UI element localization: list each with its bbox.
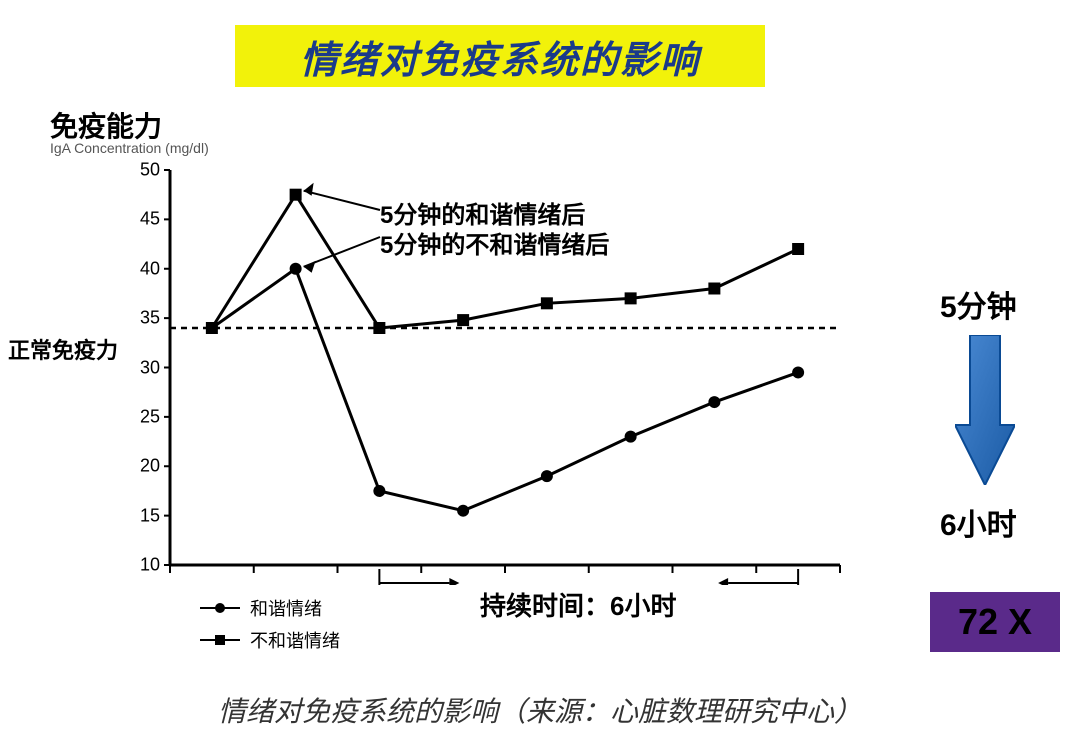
x-axis-duration-label: 持续时间：6小时 bbox=[480, 586, 676, 623]
right-label-6hr: 6小时 bbox=[940, 500, 1017, 544]
title-text: 情绪对免疫系统的影响 bbox=[300, 29, 700, 84]
y-tick-label: 20 bbox=[130, 456, 160, 477]
down-arrow bbox=[955, 335, 1015, 485]
y-tick-label: 25 bbox=[130, 406, 160, 427]
y-tick-label: 40 bbox=[130, 258, 160, 279]
legend-label-harmonic: 和谐情绪 bbox=[250, 595, 322, 621]
y-tick-label: 30 bbox=[130, 357, 160, 378]
y-tick-label: 35 bbox=[130, 308, 160, 329]
right-label-5min: 5分钟 bbox=[940, 282, 1017, 326]
caption: 情绪对免疫系统的影响（来源：心脏数理研究中心） bbox=[0, 690, 1080, 730]
multiplier-text: 72 X bbox=[958, 601, 1032, 643]
y-tick-label: 15 bbox=[130, 505, 160, 526]
legend-marker-square bbox=[200, 639, 240, 641]
down-arrow-svg bbox=[955, 335, 1015, 485]
legend-row-disharmonic: 不和谐情绪 bbox=[200, 627, 340, 653]
multiplier-box: 72 X bbox=[930, 592, 1060, 652]
annotation-disharmonic: 5分钟的不和谐情绪后 bbox=[380, 225, 609, 260]
y-axis-subtitle: IgA Concentration (mg/dl) bbox=[50, 140, 209, 156]
y-axis-title: 免疫能力 bbox=[50, 105, 162, 145]
y-tick-label: 50 bbox=[130, 160, 160, 181]
legend: 和谐情绪 不和谐情绪 bbox=[200, 595, 340, 659]
normal-immunity-label: 正常免疫力 bbox=[8, 333, 118, 365]
title-banner: 情绪对免疫系统的影响 bbox=[235, 25, 765, 87]
legend-marker-circle bbox=[200, 607, 240, 609]
legend-label-disharmonic: 不和谐情绪 bbox=[250, 627, 340, 653]
y-tick-label: 10 bbox=[130, 555, 160, 576]
y-tick-label: 45 bbox=[130, 209, 160, 230]
legend-row-harmonic: 和谐情绪 bbox=[200, 595, 340, 621]
